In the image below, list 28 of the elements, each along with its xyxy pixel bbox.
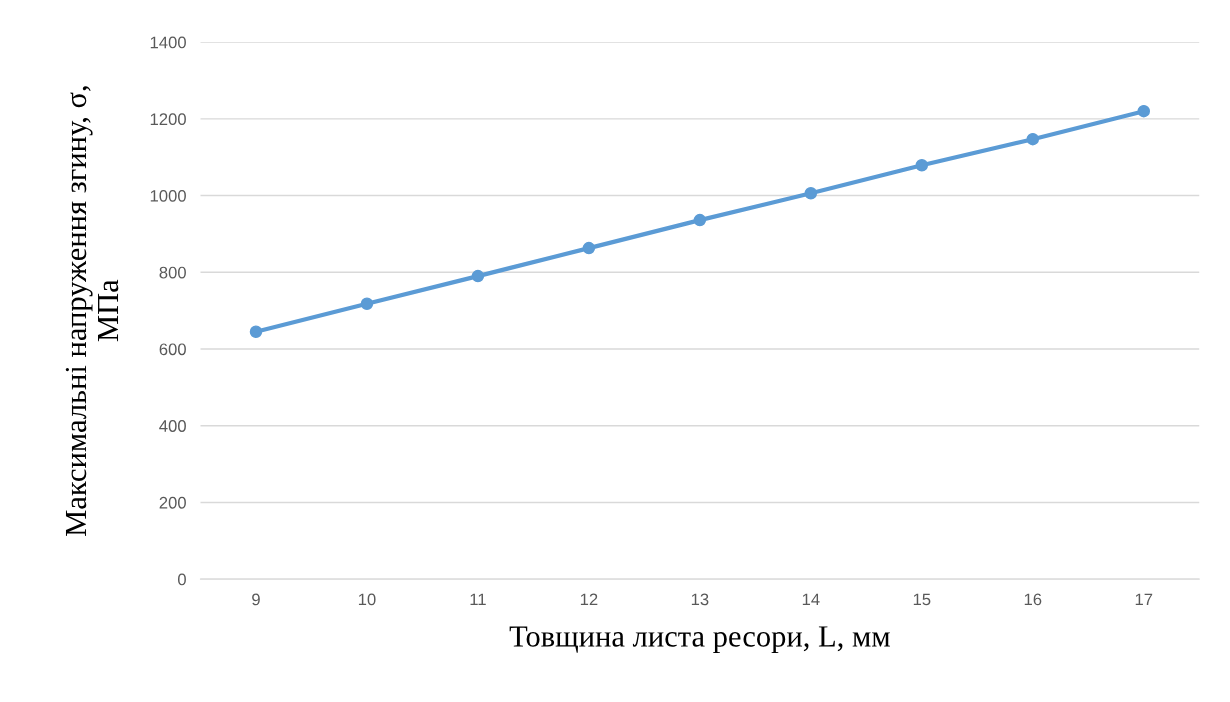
point xyxy=(360,297,374,310)
y-tick-label: 600 xyxy=(159,343,186,356)
x-tick-label: 12 xyxy=(580,593,598,606)
y-tick-label: 800 xyxy=(159,266,186,279)
x-tick-label: 15 xyxy=(913,593,931,606)
point xyxy=(582,241,596,255)
y-tick-label: 0 xyxy=(177,573,186,586)
y-tick-label: 1000 xyxy=(150,189,186,202)
point xyxy=(1026,132,1040,146)
point xyxy=(693,213,707,227)
x-tick-label: 11 xyxy=(470,593,486,606)
point xyxy=(1137,104,1151,118)
point xyxy=(915,159,929,172)
x-tick-label: 9 xyxy=(252,593,260,606)
y-axis-title: Максимальні напруження згину, σ, МПа xyxy=(65,86,119,537)
x-tick-label: 13 xyxy=(691,593,709,606)
point xyxy=(471,269,485,283)
point xyxy=(804,187,818,200)
y-tick-label: 400 xyxy=(159,420,186,432)
y-tick-label: 200 xyxy=(159,496,186,509)
point xyxy=(249,325,263,338)
x-tick-label: 17 xyxy=(1135,593,1153,606)
x-tick-label: 16 xyxy=(1024,593,1042,606)
y-tick-label: 1400 xyxy=(150,36,186,49)
y-tick-label: 1200 xyxy=(150,113,186,126)
x-tick-label: 14 xyxy=(802,593,820,606)
x-tick-label: 10 xyxy=(358,593,376,606)
x-axis-title: Товщина листа ресори, L, мм xyxy=(509,626,890,653)
